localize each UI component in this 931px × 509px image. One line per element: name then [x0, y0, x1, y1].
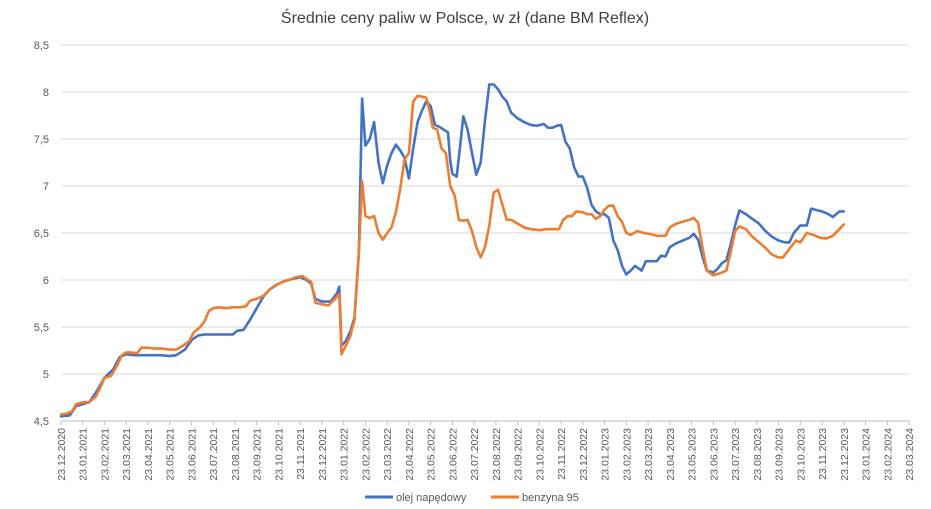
y-axis-ticks: 4,5 5 5,5 6 6,5 7 7,5 8 8,5	[34, 40, 49, 428]
x-tick-label: 23.03.2022	[382, 428, 394, 481]
y-tick-label: 5,5	[34, 322, 49, 334]
x-tick-label: 23.01.2022	[339, 428, 351, 481]
x-tick-label: 23.09.2023	[774, 428, 786, 481]
y-tick-label: 6,5	[34, 228, 49, 240]
x-tick-label: 23.01.2021	[78, 428, 90, 481]
x-tick-label: 23.09.2021	[252, 428, 264, 481]
x-tick-label: 23.04.2022	[404, 428, 416, 481]
series-lines	[59, 83, 846, 418]
x-axis-ticks: 23.12.2020 23.01.2021 23.02.2021 23.03.2021…	[56, 421, 916, 481]
x-tick-label: 23.03.2023	[643, 428, 655, 481]
x-tick-label: 23.12.2022	[578, 428, 590, 481]
x-tick-label: 23.10.2022	[534, 428, 546, 481]
x-tick-label: 23.06.2022	[447, 428, 459, 481]
x-tick-label: 23.09.2022	[513, 428, 525, 481]
x-tick-label: 23.07.2022	[469, 428, 481, 481]
legend-label-diesel: olej napędowy	[396, 492, 467, 504]
x-tick-label: 23.01.2024	[861, 428, 873, 481]
x-tick-label: 23.05.2022	[426, 428, 438, 481]
x-tick-label: 23.02.2024	[882, 428, 894, 481]
x-tick-label: 23.01.2023	[600, 428, 612, 481]
y-tick-label: 5	[43, 369, 49, 381]
y-tick-label: 7	[43, 181, 49, 193]
y-tick-label: 7,5	[34, 134, 49, 146]
x-tick-label: 23.12.2021	[317, 428, 329, 481]
x-tick-label: 23.07.2021	[208, 428, 220, 481]
legend: olej napędowy benzyna 95	[365, 492, 579, 504]
x-tick-label: 23.03.2021	[121, 428, 133, 481]
x-tick-label: 23.05.2023	[687, 428, 699, 481]
x-tick-label: 23.08.2023	[752, 428, 764, 481]
x-tick-label: 23.02.2022	[360, 428, 372, 481]
x-tick-label: 23.05.2021	[165, 428, 177, 481]
x-tick-label: 23.06.2021	[186, 428, 198, 481]
legend-label-petrol: benzyna 95	[522, 492, 579, 504]
x-tick-label: 23.04.2021	[143, 428, 155, 481]
x-tick-label: 23.02.2023	[621, 428, 633, 481]
x-tick-label: 23.10.2023	[795, 428, 807, 481]
x-tick-label: 23.07.2023	[730, 428, 742, 481]
chart-title: Średnie ceny paliw w Polsce, w zł (dane …	[281, 8, 649, 27]
x-tick-label: 23.02.2021	[99, 428, 111, 481]
x-tick-label: 23.08.2021	[230, 428, 242, 481]
x-tick-label: 23.10.2021	[273, 428, 285, 481]
x-tick-label: 23.11.2021	[295, 428, 307, 480]
x-tick-label: 23.12.2020	[56, 428, 68, 481]
x-tick-label: 23.11.2022	[556, 428, 568, 480]
x-tick-label: 23.03.2024	[904, 428, 916, 481]
x-tick-label: 23.06.2023	[708, 428, 720, 481]
y-tick-label: 6	[43, 275, 49, 287]
y-tick-label: 4,5	[34, 416, 49, 428]
x-tick-label: 23.12.2023	[839, 428, 851, 481]
y-tick-label: 8,5	[34, 40, 49, 52]
gridlines	[61, 44, 909, 422]
x-tick-label: 23.04.2023	[665, 428, 677, 481]
series-line-diesel	[59, 83, 846, 418]
x-tick-label: 23.11.2023	[817, 428, 829, 480]
series-line-petrol	[59, 94, 846, 416]
y-tick-label: 8	[43, 87, 49, 99]
x-tick-label: 23.08.2022	[491, 428, 503, 481]
